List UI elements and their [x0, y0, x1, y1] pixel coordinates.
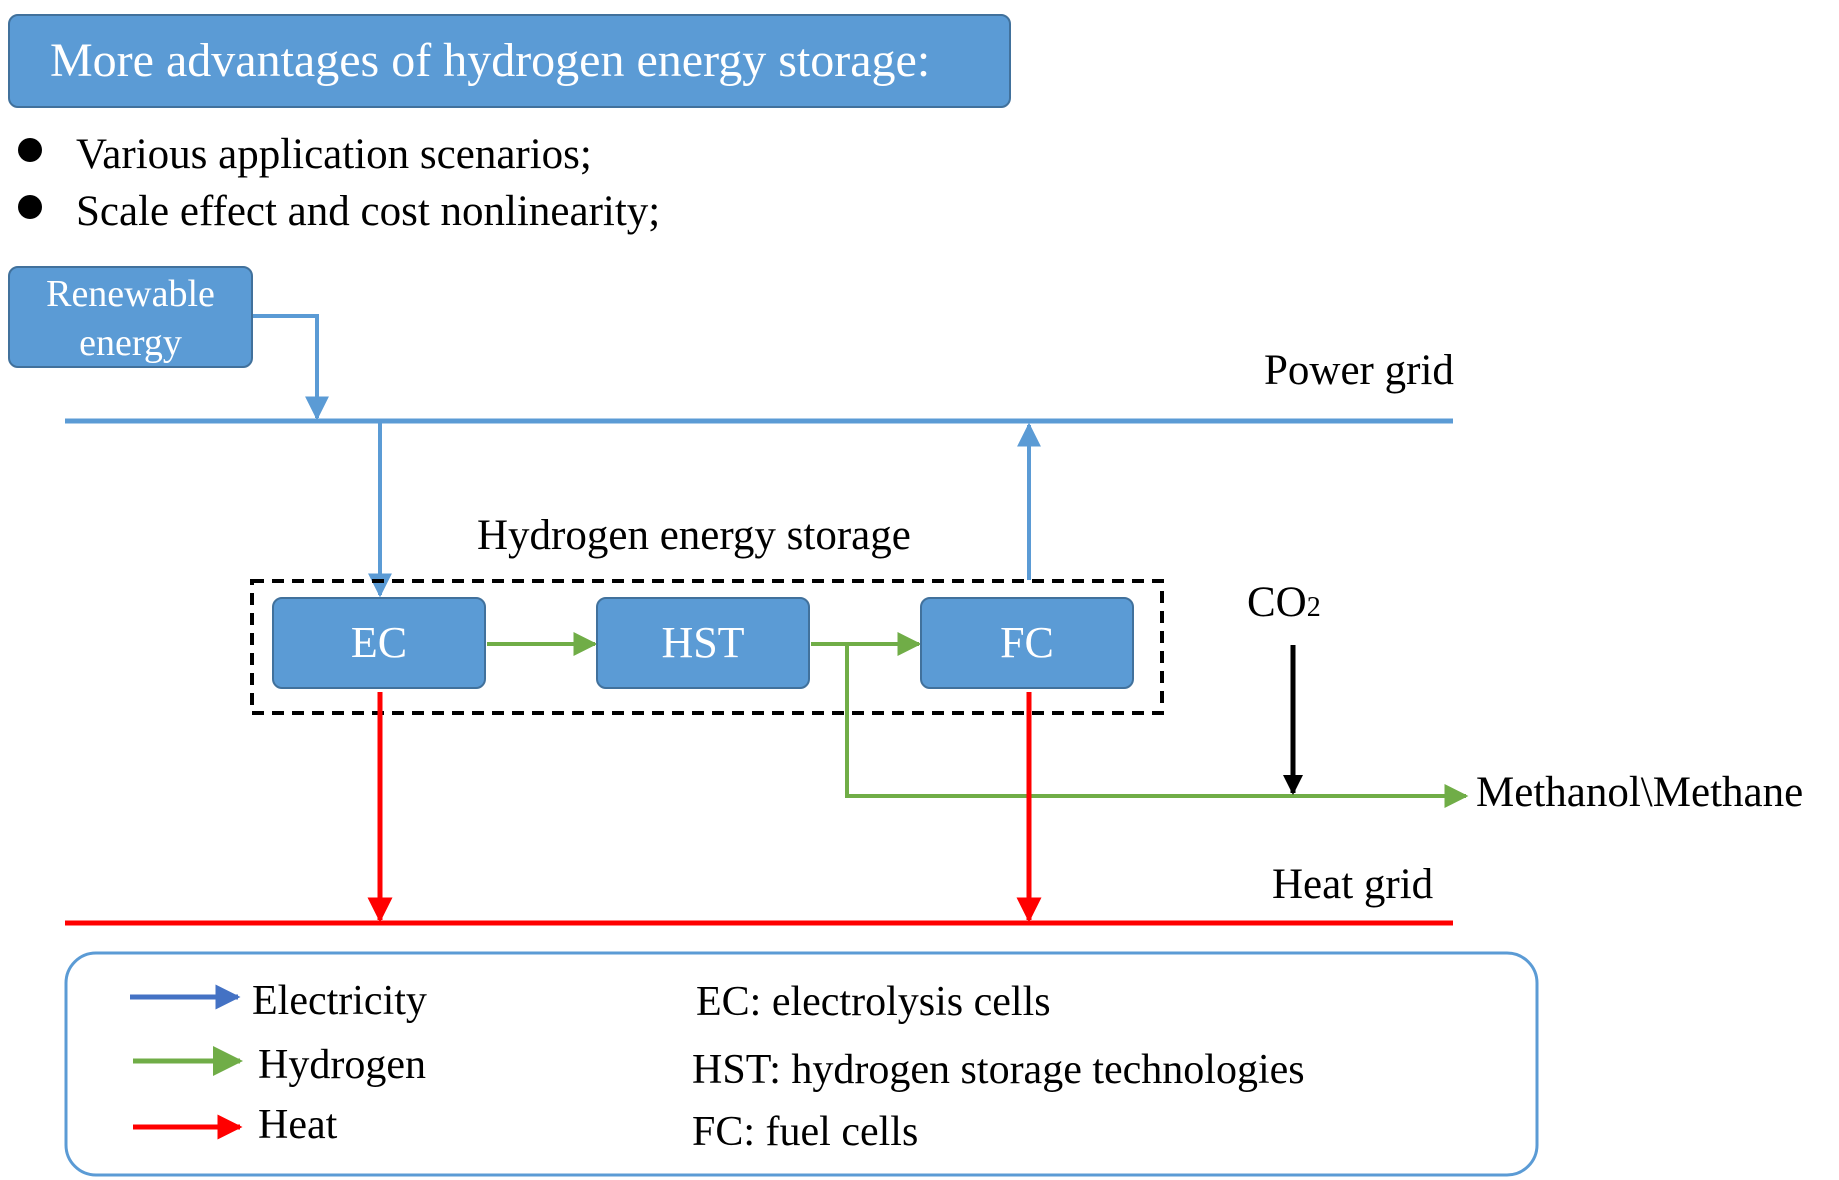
legend-hst-definition: HST: hydrogen storage technologies [692, 1047, 1305, 1093]
bullet-text: Various application scenarios; [76, 131, 592, 178]
legend-heat-label: Heat [258, 1102, 338, 1148]
ec-node-label: EC [350, 618, 408, 667]
legend-electricity-label: Electricity [252, 978, 427, 1024]
bullet-dot-icon [18, 138, 42, 163]
ec-node: EC [272, 597, 486, 689]
title-banner: More advantages of hydrogen energy stora… [8, 14, 1011, 108]
legend-fc-definition: FC: fuel cells [692, 1109, 919, 1155]
hst-node-label: HST [661, 618, 745, 667]
hydrogen-to-methanol-arrow [845, 644, 1469, 808]
hst-node: HST [596, 597, 810, 689]
heat-grid-label: Heat grid [1272, 861, 1434, 908]
co2-label: CO2 [1247, 578, 1321, 627]
fc-node: FC [920, 597, 1134, 689]
co2-subscript: 2 [1306, 592, 1321, 623]
storage-label: Hydrogen energy storage [477, 512, 911, 559]
legend-hydrogen-label: Hydrogen [258, 1042, 426, 1088]
co2-main-text: CO [1247, 579, 1307, 626]
title-text: More advantages of hydrogen energy stora… [50, 34, 931, 87]
fc-node-label: FC [1000, 618, 1054, 667]
renewable-energy-box: Renewable energy [8, 266, 253, 368]
bullet-item: Scale effect and cost nonlinearity; [18, 187, 660, 236]
renewable-to-grid-arrow [253, 314, 329, 421]
bullet-text: Scale effect and cost nonlinearity; [76, 188, 661, 235]
bullet-item: Various application scenarios; [18, 130, 592, 179]
bullet-dot-icon [18, 195, 42, 220]
renewable-label-line1: Renewable [46, 273, 215, 315]
power-grid-label: Power grid [1264, 347, 1454, 394]
methanol-methane-label: Methanol\Methane [1476, 769, 1804, 816]
renewable-label-line2: energy [79, 322, 182, 364]
legend-frame [64, 951, 1539, 1177]
legend-ec-definition: EC: electrolysis cells [696, 979, 1051, 1025]
